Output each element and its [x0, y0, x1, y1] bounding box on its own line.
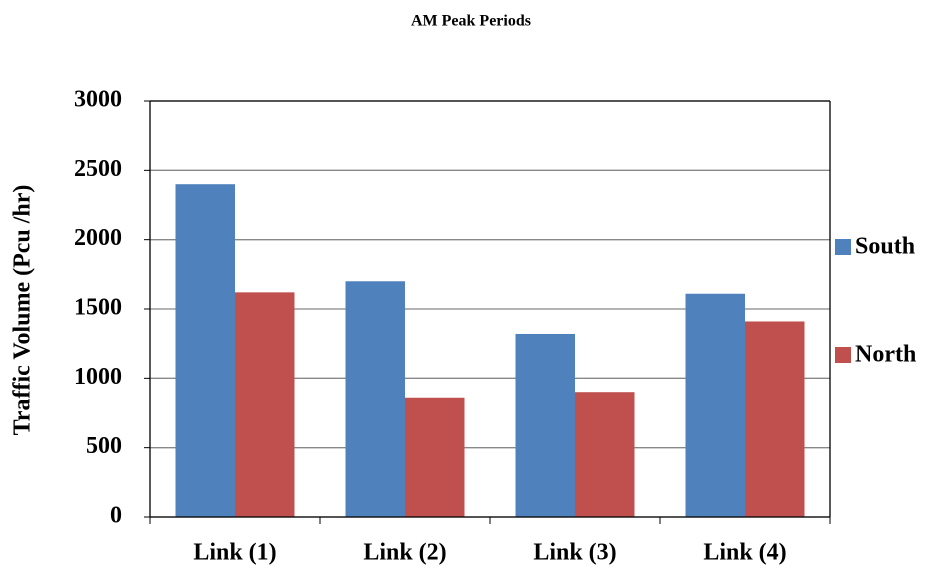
bar — [405, 397, 465, 517]
y-tick-label: 2500 — [74, 156, 122, 182]
legend-label: South — [855, 234, 915, 260]
bar — [235, 292, 295, 517]
y-tick-label: 1500 — [74, 295, 122, 321]
bar — [575, 392, 635, 517]
y-tick-label: 1000 — [74, 364, 122, 390]
legend-swatch — [835, 347, 851, 363]
x-tick-label: Link (2) — [363, 540, 446, 566]
y-tick-label: 0 — [110, 503, 122, 529]
legend-swatch — [835, 239, 851, 255]
y-tick-label: 500 — [86, 433, 122, 459]
bar — [745, 321, 805, 517]
bar — [175, 184, 235, 517]
bar — [345, 281, 405, 517]
legend-label: North — [855, 342, 916, 368]
y-tick-label: 2000 — [74, 225, 122, 251]
x-tick-label: Link (1) — [193, 540, 276, 566]
chart-title: AM Peak Periods — [411, 13, 531, 30]
y-axis-label: Traffic Volume (Pcu /hr) — [10, 185, 36, 436]
x-tick-label: Link (3) — [533, 540, 616, 566]
x-tick-label: Link (4) — [703, 540, 786, 566]
bar — [515, 333, 575, 517]
y-tick-label: 3000 — [74, 87, 122, 113]
bar — [685, 293, 745, 517]
